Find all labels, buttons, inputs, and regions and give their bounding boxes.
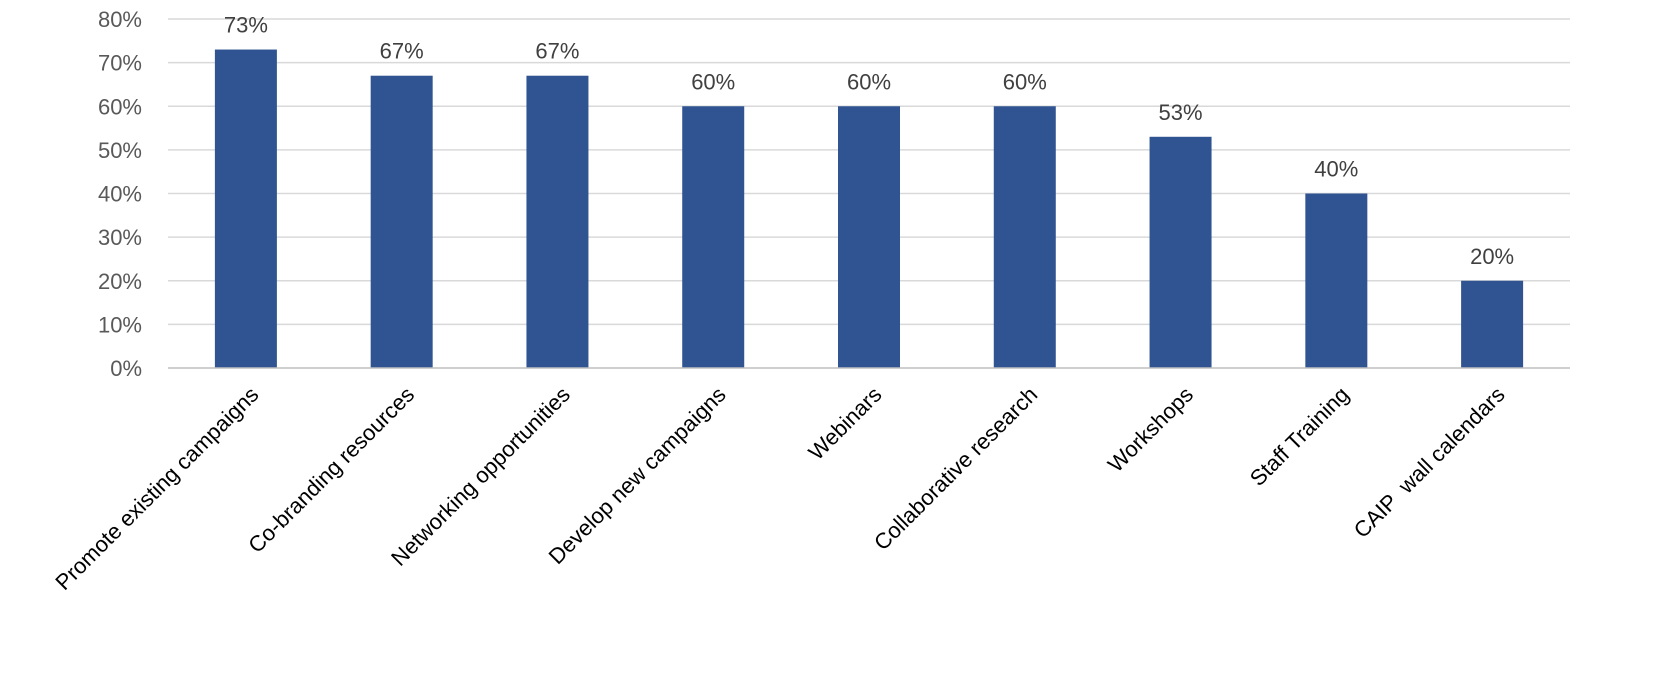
y-tick-label: 20% [98,269,142,294]
x-category-label: Promote existing campaigns [50,382,263,595]
bar [370,75,433,369]
y-tick-label: 30% [98,225,142,250]
bar [1149,136,1212,368]
bar [1305,193,1368,368]
x-category-label: Develop new campaigns [544,382,731,569]
data-label: 67% [380,39,424,64]
y-axis-ticks: 0% 10% 20% 30% 40% 50% 60% 70% 80% [98,7,142,381]
y-tick-label: 10% [98,312,142,337]
data-label: 60% [847,69,891,94]
bar [526,75,589,369]
y-tick-label: 70% [98,51,142,76]
y-tick-label: 60% [98,94,142,119]
x-category-label: Webinars [803,382,886,465]
data-label: 40% [1314,157,1358,182]
bars [214,49,1524,369]
data-label: 20% [1470,244,1514,269]
data-label: 53% [1159,100,1203,125]
y-tick-label: 40% [98,182,142,207]
y-tick-label: 80% [98,7,142,32]
bar [214,49,277,368]
data-label: 60% [1003,69,1047,94]
data-label: 67% [535,39,579,64]
data-labels: 73% 67% 67% 60% 60% 60% 53% 40% 20% [224,13,1514,269]
bar [838,106,900,368]
bar [1461,280,1524,368]
y-tick-label: 50% [98,138,142,163]
x-category-label: Networking opportunities [386,382,575,571]
x-category-label: Co-branding resources [243,382,419,558]
bar [682,106,745,368]
y-tick-label: 0% [110,356,142,381]
x-category-label: Collaborative research [869,382,1042,555]
x-category-label: CAIP wall calendars [1349,382,1510,543]
bar [993,106,1056,368]
data-label: 73% [224,13,268,38]
data-label: 60% [691,69,735,94]
x-category-label: Staff Training [1245,382,1354,491]
x-category-label: Workshops [1103,382,1198,477]
